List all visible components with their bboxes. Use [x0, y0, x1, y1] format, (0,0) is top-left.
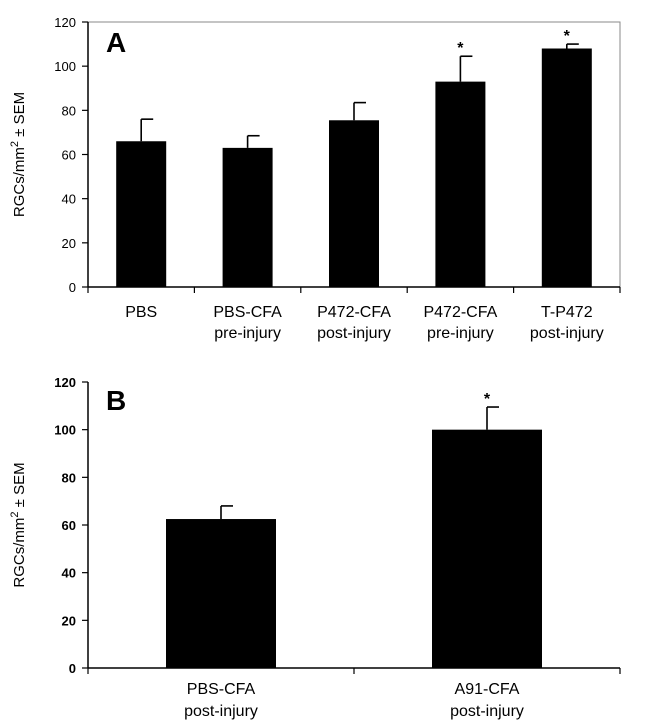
y-tick-label: 0 — [69, 280, 76, 295]
y-axis-title: RGCs/mm2 ± SEM — [9, 462, 28, 587]
y-tick-label: 40 — [62, 566, 76, 581]
bar — [541, 48, 592, 287]
significance-marker: * — [564, 28, 571, 45]
x-tick-label: PBS-CFA — [187, 681, 256, 698]
bar — [432, 429, 542, 668]
y-tick-label: 100 — [54, 423, 76, 438]
bar — [116, 141, 167, 287]
y-axis-title-tail: ± SEM — [11, 92, 28, 141]
y-tick-label: 60 — [62, 518, 76, 533]
x-tick-label: PBS-CFA — [213, 304, 282, 321]
x-tick-label: post-injury — [184, 703, 258, 720]
panel-label: B — [106, 385, 126, 416]
y-tick-label: 60 — [62, 148, 76, 163]
panel-b-chart: 0 20 40 60 80 100 120 PBS-CFA post-injury * A91-CF… — [9, 375, 621, 720]
x-tick-label: A91-CFA — [455, 681, 520, 698]
y-axis-title-base: RGCs/mm — [11, 518, 28, 588]
significance-marker: * — [484, 391, 491, 408]
y-tick-label: 120 — [54, 375, 76, 390]
y-tick-label: 120 — [54, 15, 76, 30]
bar — [329, 120, 379, 287]
y-tick-label: 0 — [69, 661, 76, 676]
x-tick-label: P472-CFA — [423, 304, 497, 321]
bar — [166, 519, 276, 668]
significance-marker: * — [457, 40, 464, 57]
bar — [435, 81, 486, 287]
y-axis-title-superscript: 2 — [9, 141, 21, 147]
x-tick-label: pre-injury — [427, 325, 494, 342]
y-tick-label: 40 — [62, 192, 76, 207]
x-tick-label: PBS — [125, 304, 157, 321]
bar — [222, 147, 273, 287]
x-tick-label: post-injury — [317, 325, 391, 342]
x-tick-label: post-injury — [450, 703, 524, 720]
y-axis-title-tail: ± SEM — [11, 462, 28, 511]
x-tick-label: pre-injury — [214, 325, 281, 342]
panel-a-chart: 0 20 40 60 80 100 120 PBS PBS-CFA pre-injury P472-… — [9, 15, 621, 342]
y-tick-label: 20 — [62, 236, 76, 251]
y-tick-label: 80 — [62, 470, 76, 485]
x-tick-label: post-injury — [530, 325, 604, 342]
x-tick-label: T-P472 — [541, 304, 593, 321]
y-axis-title-base: RGCs/mm — [11, 147, 28, 217]
panel-label: A — [106, 27, 126, 58]
y-tick-label: 20 — [62, 613, 76, 628]
x-tick-label: P472-CFA — [317, 304, 391, 321]
y-axis-title-superscript: 2 — [9, 511, 21, 517]
y-tick-label: 100 — [54, 59, 76, 74]
y-axis-title: RGCs/mm2 ± SEM — [9, 92, 28, 217]
y-tick-label: 80 — [62, 103, 76, 118]
